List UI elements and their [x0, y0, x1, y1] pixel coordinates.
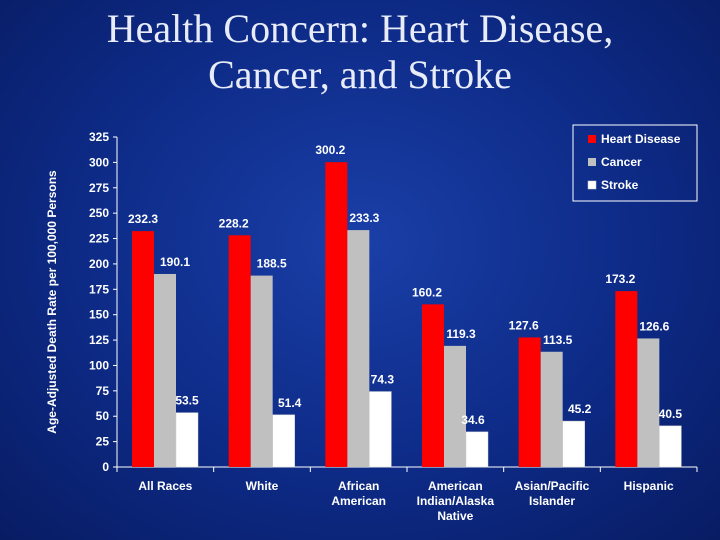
y-tick-label: 250 [89, 206, 109, 220]
y-tick-label: 125 [89, 333, 109, 347]
y-axis-label: Age-Adjusted Death Rate per 100,000 Pers… [45, 170, 59, 434]
data-label: 127.6 [509, 318, 539, 332]
bar-stroke [562, 420, 585, 468]
y-tick-label: 275 [89, 181, 109, 195]
bar-heart-disease [325, 162, 348, 468]
bar-stroke [659, 425, 682, 468]
y-tick-label: 100 [89, 358, 109, 372]
data-label: 190.1 [160, 255, 190, 269]
legend-label: Heart Disease [601, 132, 681, 146]
x-category-label: Indian/Alaska [417, 494, 495, 508]
x-category-label: American [331, 494, 386, 508]
data-label: 300.2 [315, 143, 345, 157]
bar-cancer [154, 273, 176, 467]
x-category-label: Hispanic [624, 479, 674, 493]
data-label: 74.3 [371, 373, 395, 387]
legend-swatch [588, 158, 596, 166]
bar-heart-disease [518, 337, 541, 467]
data-label: 232.3 [128, 212, 158, 226]
legend-box [572, 124, 698, 202]
data-label: 113.5 [543, 333, 573, 347]
legend-swatch [587, 180, 597, 190]
bar-cancer [540, 351, 563, 467]
y-tick-label: 300 [89, 155, 109, 169]
slide-title: Health Concern: Heart Disease, Cancer, a… [0, 6, 720, 98]
x-category-label: Islander [529, 494, 575, 508]
x-category-label: Native [437, 509, 473, 523]
bar-cancer [637, 338, 660, 467]
y-tick-label: 200 [89, 257, 109, 271]
data-label: 160.2 [412, 285, 442, 299]
bar-cancer [444, 345, 466, 467]
y-tick-label: 325 [89, 130, 109, 144]
bar-heart-disease [228, 235, 251, 467]
legend-label: Stroke [601, 178, 639, 192]
bar-heart-disease [132, 231, 154, 467]
x-category-label: White [246, 479, 279, 493]
data-label: 40.5 [659, 407, 683, 421]
legend-swatch [588, 135, 596, 143]
y-tick-label: 50 [96, 409, 110, 423]
data-label: 228.2 [219, 216, 249, 230]
bar-stroke [272, 414, 295, 468]
slide-title-line-2: Cancer, and Stroke [208, 52, 512, 97]
x-category-label: Asian/Pacific [515, 479, 590, 493]
data-label: 53.5 [175, 394, 199, 408]
legend-label: Cancer [601, 155, 642, 169]
x-category-label: African [338, 479, 379, 493]
y-tick-label: 175 [89, 282, 109, 296]
bar-stroke [369, 391, 392, 468]
data-label: 34.6 [461, 413, 485, 427]
slide-title-line-1: Health Concern: Heart Disease, [106, 6, 614, 51]
y-tick-label: 150 [89, 308, 109, 322]
y-tick-label: 25 [96, 435, 110, 449]
bar-stroke [175, 412, 199, 468]
data-label: 173.2 [605, 272, 635, 286]
x-category-label: All Races [138, 479, 192, 493]
data-label: 51.4 [278, 396, 302, 410]
y-tick-label: 0 [102, 460, 109, 474]
data-label: 233.3 [349, 211, 379, 225]
bar-heart-disease [422, 304, 444, 467]
bar-stroke [465, 431, 489, 468]
y-tick-label: 75 [96, 384, 110, 398]
data-label: 119.3 [446, 327, 476, 341]
bar-cancer [250, 275, 273, 467]
bar-cancer [347, 230, 370, 467]
data-label: 126.6 [639, 319, 669, 333]
x-category-label: American [428, 479, 483, 493]
y-tick-label: 225 [89, 232, 109, 246]
data-label: 45.2 [568, 402, 592, 416]
bar-heart-disease [615, 291, 638, 467]
data-label: 188.5 [257, 257, 287, 271]
